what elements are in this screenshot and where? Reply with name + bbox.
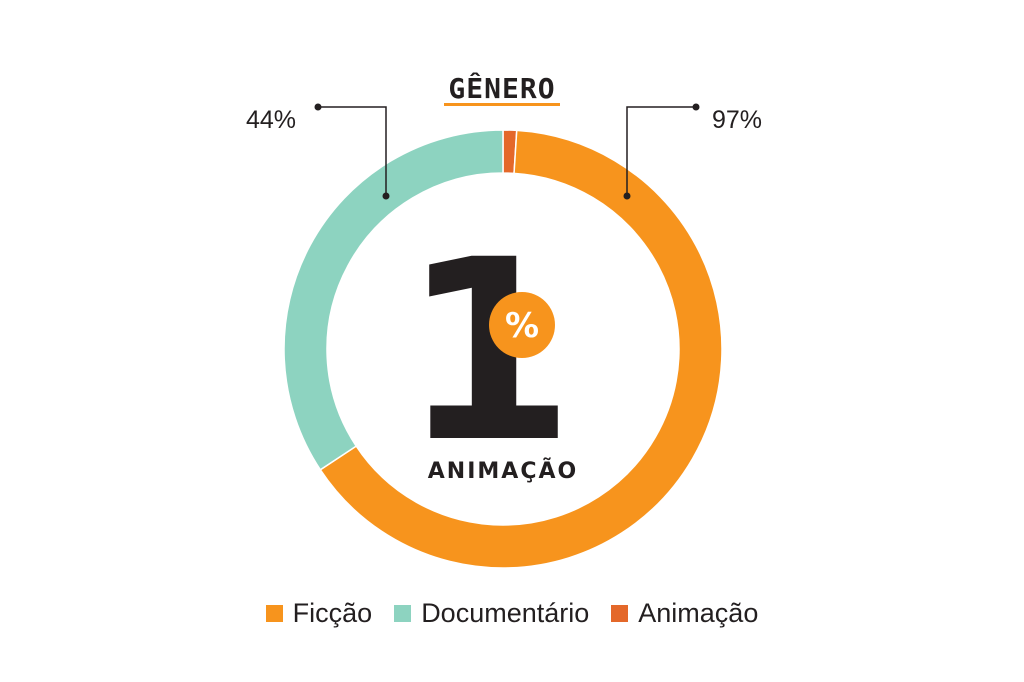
- callout-dot-right-end: [623, 192, 631, 200]
- center-label: ANIMAÇÃO: [428, 458, 578, 484]
- legend-swatch-animacao: [611, 605, 629, 622]
- percent-sign: %: [505, 306, 539, 346]
- callout-ficcao: 97%: [623, 103, 762, 200]
- center-value: 1: [401, 206, 575, 497]
- callout-dot-right-start: [692, 103, 700, 111]
- legend-label-ficcao: Ficção: [292, 598, 373, 628]
- legend: Ficção Documentário Animação: [0, 598, 1024, 629]
- callout-line-right: [626, 106, 696, 196]
- legend-item-ficcao: Ficção: [265, 598, 373, 629]
- legend-label-animacao: Animação: [638, 598, 759, 628]
- donut-slice-documentario: [283, 129, 504, 471]
- legend-swatch-documentario: [394, 605, 412, 622]
- percent-badge: [489, 292, 555, 358]
- title-underline: [444, 103, 560, 106]
- donut-ring: [283, 129, 723, 569]
- legend-item-animacao: Animação: [611, 598, 758, 629]
- legend-item-documentario: Documentário: [394, 598, 589, 629]
- callout-dot-left-end: [382, 192, 390, 200]
- callout-label-left: 44%: [246, 106, 296, 134]
- callout-label-right: 97%: [712, 106, 762, 134]
- donut-slice-ficcao: [319, 129, 723, 569]
- legend-swatch-ficcao: [265, 605, 283, 622]
- callout-line-left: [318, 106, 387, 196]
- callout-documentario: 44%: [246, 103, 390, 200]
- chart-title: GÊNERO: [448, 71, 555, 105]
- legend-label-documentario: Documentário: [421, 598, 590, 628]
- callout-dot-left-start: [314, 103, 322, 111]
